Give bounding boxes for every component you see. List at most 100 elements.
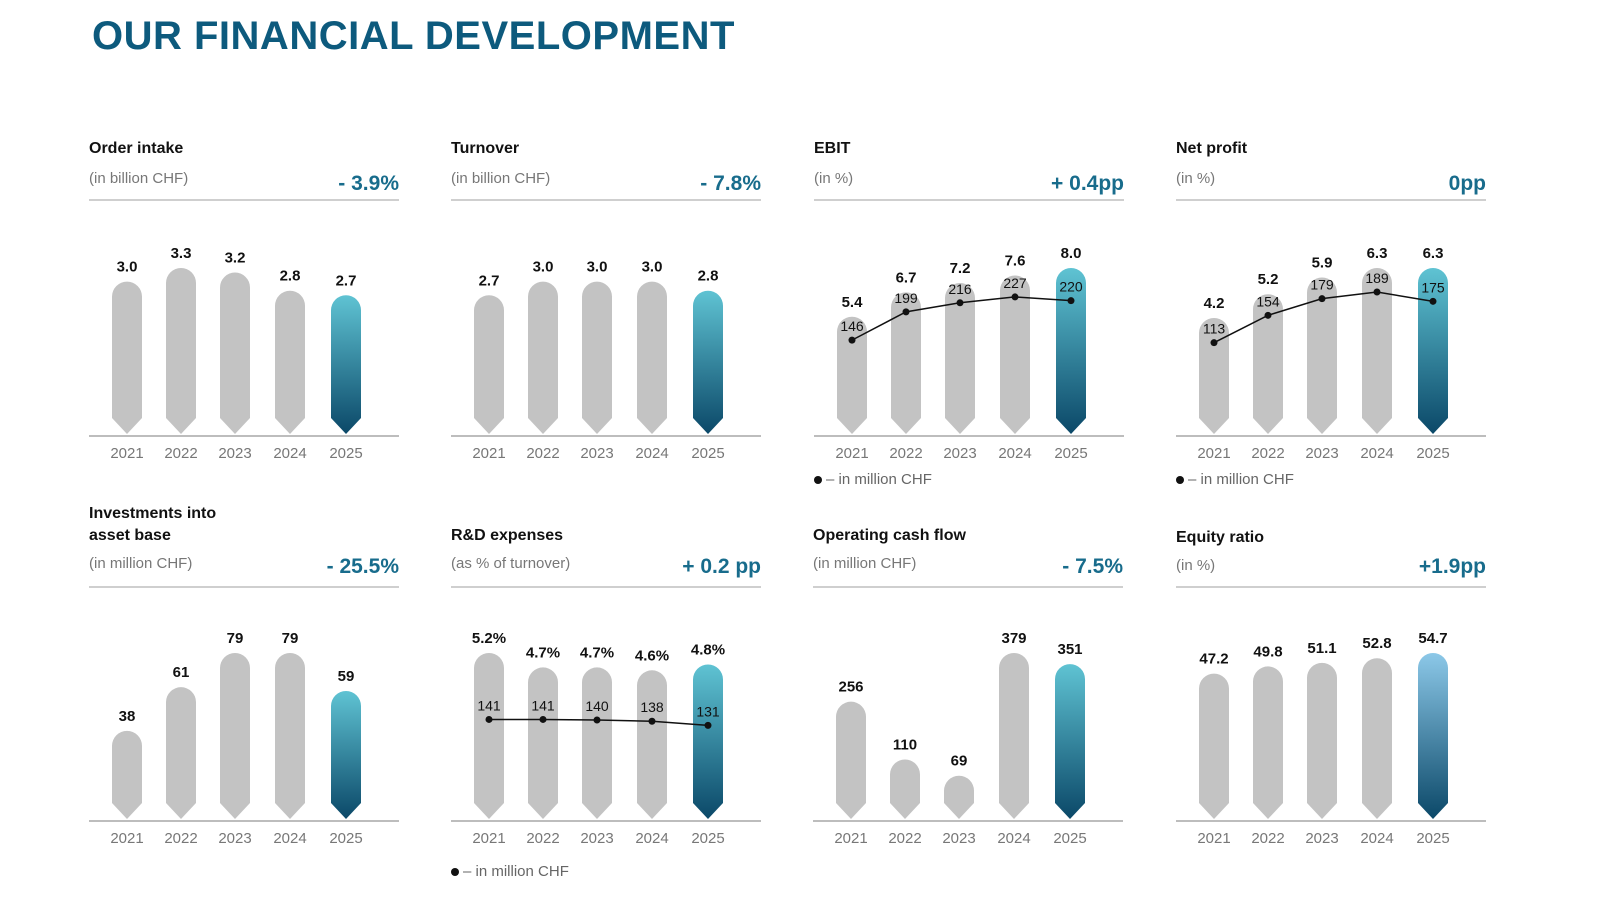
line-point [848,336,856,344]
bar-value-label: 6.3 [1367,245,1388,262]
x-tick-label: 2023 [1305,830,1338,847]
bar [275,290,305,434]
bar-value-label: 7.6 [1005,253,1026,270]
line-value-label: 179 [1310,277,1334,293]
divider [1176,586,1486,588]
bar-value-label: 2.8 [698,268,719,285]
bar-value-label: 79 [282,630,299,647]
bar [1307,662,1337,819]
change-badge: + 0.4pp [1051,172,1124,195]
change-badge: 0pp [1448,172,1486,195]
bar [999,653,1029,819]
bar-value-label: 69 [951,753,968,770]
x-tick-label: 2024 [635,830,668,847]
line-point [1318,295,1326,303]
panel-order-intake: Order intake (in billion CHF) - 3.9% 3.0… [89,138,399,462]
panel-title: Investments into asset base [89,505,217,544]
bar-value-label: 79 [227,630,244,647]
bar [891,292,921,434]
bar [474,295,504,434]
bar [582,667,612,819]
line-value-label: 189 [1365,270,1389,286]
bar-value-label: 59 [338,668,355,685]
panel-subtitle: (in billion CHF) [89,170,189,187]
x-tick-label: 2022 [1251,830,1284,847]
panel-subtitle: (in %) [1176,557,1216,574]
line-point [1373,288,1381,296]
bar-value-label: 2.7 [336,272,357,289]
bar-value-label: 256 [838,679,863,696]
chart-equity-ratio: 47.2 2021 49.8 2022 51.1 2023 52.8 2024 54.7 2025 [1176,618,1486,858]
x-tick-label: 2021 [472,445,505,462]
change-badge: - 25.5% [326,555,399,578]
bar-value-label: 54.7 [1418,630,1447,647]
panel-title: EBIT [814,140,851,157]
bar-value-label: 4.2 [1204,295,1225,312]
bar-value-label: 5.2% [472,630,506,647]
x-tick-label: 2025 [1053,830,1086,847]
line-value-label: 154 [1256,293,1280,309]
divider [451,199,761,201]
x-tick-label: 2025 [691,830,724,847]
bar-value-label: 4.7% [580,644,614,661]
divider [813,586,1123,588]
bar-value-label: 5.4 [842,294,864,311]
line-point [1067,297,1075,305]
line-value-label: 113 [1203,321,1226,337]
x-tick-label: 2024 [1360,445,1393,462]
change-badge: - 7.5% [1062,555,1123,578]
line-value-label: 227 [1003,275,1027,291]
bar-value-label: 7.2 [950,260,971,277]
line-point [956,299,964,307]
bar [528,281,558,434]
line-value-label: 140 [585,698,609,714]
bar [1000,275,1030,434]
x-tick-label: 2024 [635,445,668,462]
chart-svg: 5.4 2021 6.7 2022 7.2 2023 7.6 2024 8.0 2025 146 19… [814,245,1124,462]
chart-svg: 5.2% 2021 4.7% 2022 4.7% 2023 4.6% 2024 4.8% 2025… [451,630,761,847]
x-tick-label: 2024 [1360,830,1393,847]
bar-highlighted [1418,268,1448,434]
x-tick-label: 2023 [580,830,613,847]
divider [814,199,1124,201]
panel-title: Equity ratio [1176,529,1265,546]
x-tick-label: 2023 [218,445,251,462]
line-value-label: 199 [894,290,918,306]
bar-value-label: 38 [119,708,136,725]
x-tick-label: 2022 [889,445,922,462]
panel-turnover: Turnover (in billion CHF) - 7.8% 2.7 2021… [451,138,761,462]
chart-svg: 4.2 2021 5.2 2022 5.9 2023 6.3 2024 6.3 2025 113 15… [1176,245,1486,462]
panel-title: Operating cash flow [813,527,966,544]
legend-dot-icon [1176,476,1184,485]
bar-highlighted [693,664,723,819]
bar-value-label: 379 [1001,630,1026,647]
bar-value-label: 5.9 [1312,255,1333,272]
x-tick-label: 2021 [835,445,868,462]
line-point [593,716,601,724]
bar [1253,666,1283,819]
legend-label: – in million CHF [826,471,932,488]
x-tick-label: 2022 [888,830,921,847]
bar [166,687,196,819]
bar-highlighted [1418,653,1448,819]
panel-title: Order intake [89,140,184,157]
legend: – in million CHF [1176,471,1294,488]
x-tick-label: 2025 [1416,445,1449,462]
line-value-label: 220 [1059,279,1083,295]
x-tick-label: 2021 [110,830,143,847]
line-point [1210,339,1218,347]
legend-label: – in million CHF [463,863,569,880]
bar [275,653,305,819]
line-point [704,721,712,729]
bar-value-label: 351 [1057,641,1082,658]
change-badge: +1.9pp [1418,555,1486,578]
change-badge: - 7.8% [700,172,761,195]
legend: – in million CHF [451,863,569,880]
bar-value-label: 8.0 [1061,245,1082,262]
bar [1362,268,1392,434]
x-tick-label: 2023 [942,830,975,847]
chart-rd-expenses: 5.2% 2021 4.7% 2022 4.7% 2023 4.6% 2024 4.8% 2025… [451,618,761,858]
chart-net-profit: 4.2 2021 5.2 2022 5.9 2023 6.3 2024 6.3 2025 113 15… [1176,233,1486,473]
bar-value-label: 49.8 [1253,643,1282,660]
panel-rd-expenses: R&D expenses (as % of turnover) + 0.2 pp… [451,525,761,880]
